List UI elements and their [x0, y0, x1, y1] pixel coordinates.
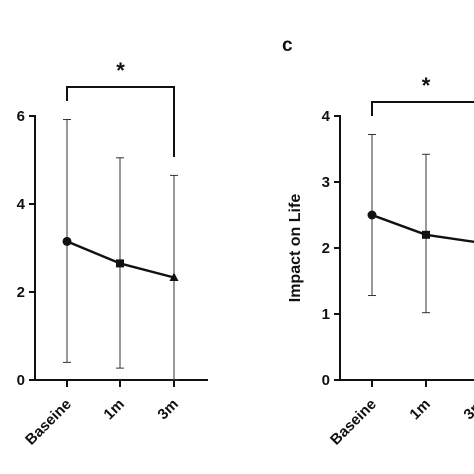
y-tick-label: 6	[17, 108, 25, 125]
data-point-circle	[367, 210, 377, 220]
significance-star: *	[422, 73, 431, 98]
data-point-triangle	[169, 272, 179, 281]
x-tick-label: Baseine	[327, 396, 380, 449]
x-tick-label: 1m	[406, 396, 433, 423]
x-tick-label: 3m	[154, 396, 181, 423]
x-tick-label: 3m	[460, 396, 474, 423]
y-tick-label: 4	[322, 108, 331, 125]
significance-bracket	[371, 101, 474, 116]
y-tick-label: 1	[322, 306, 330, 323]
y-tick-label: 3	[322, 174, 330, 191]
y-tick-label: 4	[17, 196, 26, 213]
y-tick-label: 0	[322, 372, 330, 389]
y-axis-title: Impact on Life	[287, 194, 304, 303]
y-tick-label: 2	[322, 240, 330, 257]
panel-label: c	[282, 35, 293, 56]
y-tick-label: 0	[17, 372, 25, 389]
data-point-square	[116, 259, 124, 268]
x-tick-label: 1m	[100, 396, 127, 423]
data-point-square	[422, 230, 430, 239]
y-tick-label: 2	[17, 284, 25, 301]
data-point-circle	[62, 236, 72, 246]
significance-star: *	[116, 58, 125, 83]
significance-bracket	[66, 86, 175, 157]
x-tick-label: Baseine	[22, 396, 75, 449]
